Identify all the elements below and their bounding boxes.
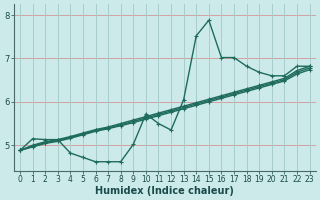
X-axis label: Humidex (Indice chaleur): Humidex (Indice chaleur) — [95, 186, 234, 196]
